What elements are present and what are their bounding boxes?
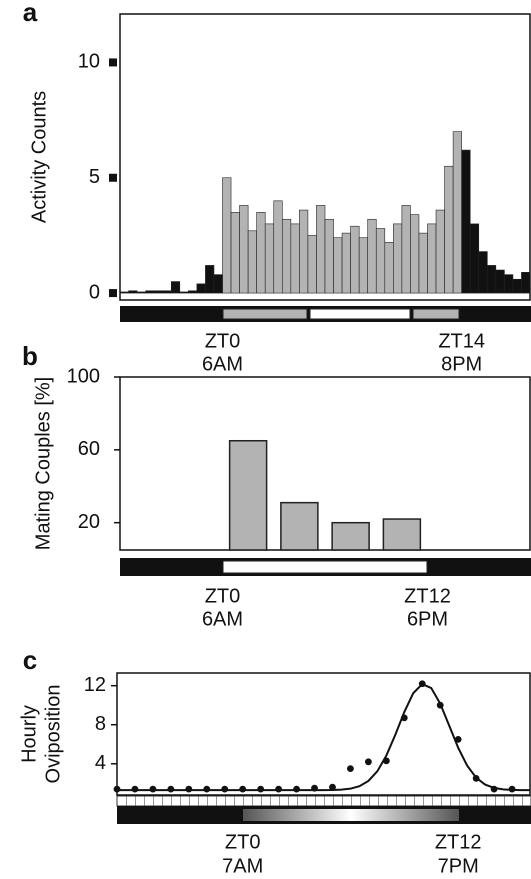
bar <box>136 291 146 294</box>
bar <box>128 290 138 294</box>
bar <box>213 274 223 294</box>
bar <box>228 439 268 551</box>
y-tick-label: 60 <box>78 438 100 460</box>
bar <box>324 218 334 294</box>
bar <box>486 265 497 294</box>
x-tick-label: ZT0 <box>205 585 241 607</box>
data-point <box>329 783 336 791</box>
bar <box>256 212 266 294</box>
y-tick-label: 12 <box>84 674 106 696</box>
light-dark-bar-c <box>116 795 531 824</box>
panel-letter: b <box>22 341 38 371</box>
bar <box>205 265 215 294</box>
bar <box>264 223 275 294</box>
y-tick-label: 0 <box>89 281 100 303</box>
light-dark-bar-b <box>120 558 531 576</box>
x-tick-time: 7AM <box>222 855 263 877</box>
plot-frame <box>116 672 531 796</box>
y-tick-label: 20 <box>78 511 100 533</box>
plot-frame <box>119 13 531 301</box>
y-axis-label: Oviposition <box>42 685 64 784</box>
bar <box>512 278 522 294</box>
x-tick-time: 8PM <box>441 353 482 375</box>
panel-letter: c <box>23 645 37 675</box>
bar <box>393 223 403 294</box>
bar <box>401 205 411 294</box>
y-tick-mark <box>109 58 117 67</box>
x-tick-time: 7PM <box>438 855 479 877</box>
y-axis-label: Activity Counts <box>28 91 50 223</box>
bar <box>162 290 172 294</box>
bar <box>281 218 292 294</box>
bar <box>341 232 351 294</box>
light-dark-bar-a <box>120 306 531 322</box>
bar <box>495 269 505 294</box>
bar <box>280 501 319 551</box>
plot-frame <box>119 376 531 551</box>
bar <box>418 232 428 294</box>
y-tick-label: 8 <box>95 713 106 735</box>
bar <box>375 228 386 294</box>
bar <box>461 149 471 294</box>
y-tick-label: 10 <box>78 51 100 73</box>
data-point <box>364 758 372 766</box>
bar <box>384 242 394 294</box>
bar <box>179 291 189 294</box>
bar <box>145 290 155 294</box>
bar <box>196 283 206 294</box>
bar <box>307 235 317 294</box>
x-tick-time: 6AM <box>202 608 243 630</box>
x-tick-label: ZT0 <box>225 831 261 853</box>
bar <box>316 205 326 294</box>
x-tick-label: ZT12 <box>435 831 482 853</box>
bar <box>247 230 257 294</box>
bar <box>230 212 240 294</box>
bar <box>504 274 514 294</box>
bar <box>367 218 377 294</box>
bar <box>290 223 300 294</box>
y-tick-label: 100 <box>67 365 100 387</box>
y-axis-label: Mating Couples [%] <box>32 377 54 550</box>
bar <box>299 209 309 294</box>
data-point <box>347 765 354 773</box>
panel-letter: a <box>23 0 38 27</box>
y-tick-label: 4 <box>95 752 106 774</box>
bar <box>427 223 437 294</box>
x-tick-time: 6PM <box>407 608 448 630</box>
y-tick-label: 5 <box>89 166 100 188</box>
bar <box>350 225 360 294</box>
bar <box>239 205 249 294</box>
y-tick-mark <box>109 173 117 182</box>
bar <box>382 518 422 551</box>
bar <box>469 223 480 294</box>
x-tick-label: ZT12 <box>404 585 451 607</box>
bar <box>222 177 232 294</box>
bar <box>435 209 445 294</box>
bar <box>119 291 129 294</box>
bar <box>410 214 420 294</box>
bar <box>333 237 343 294</box>
bar <box>331 521 370 551</box>
fit-curve <box>117 682 530 792</box>
bar <box>358 237 369 294</box>
x-tick-label: ZT0 <box>205 330 241 352</box>
y-tick-mark <box>109 289 117 298</box>
y-axis-label: Hourly <box>18 705 40 763</box>
x-tick-time: 6AM <box>202 353 243 375</box>
bar <box>478 251 488 294</box>
x-tick-label: ZT14 <box>438 330 485 352</box>
bar <box>188 290 198 294</box>
bar <box>153 290 164 294</box>
bar <box>521 272 531 294</box>
bar <box>444 165 454 294</box>
bar <box>170 281 181 294</box>
bar <box>273 200 283 294</box>
bar <box>452 131 462 294</box>
